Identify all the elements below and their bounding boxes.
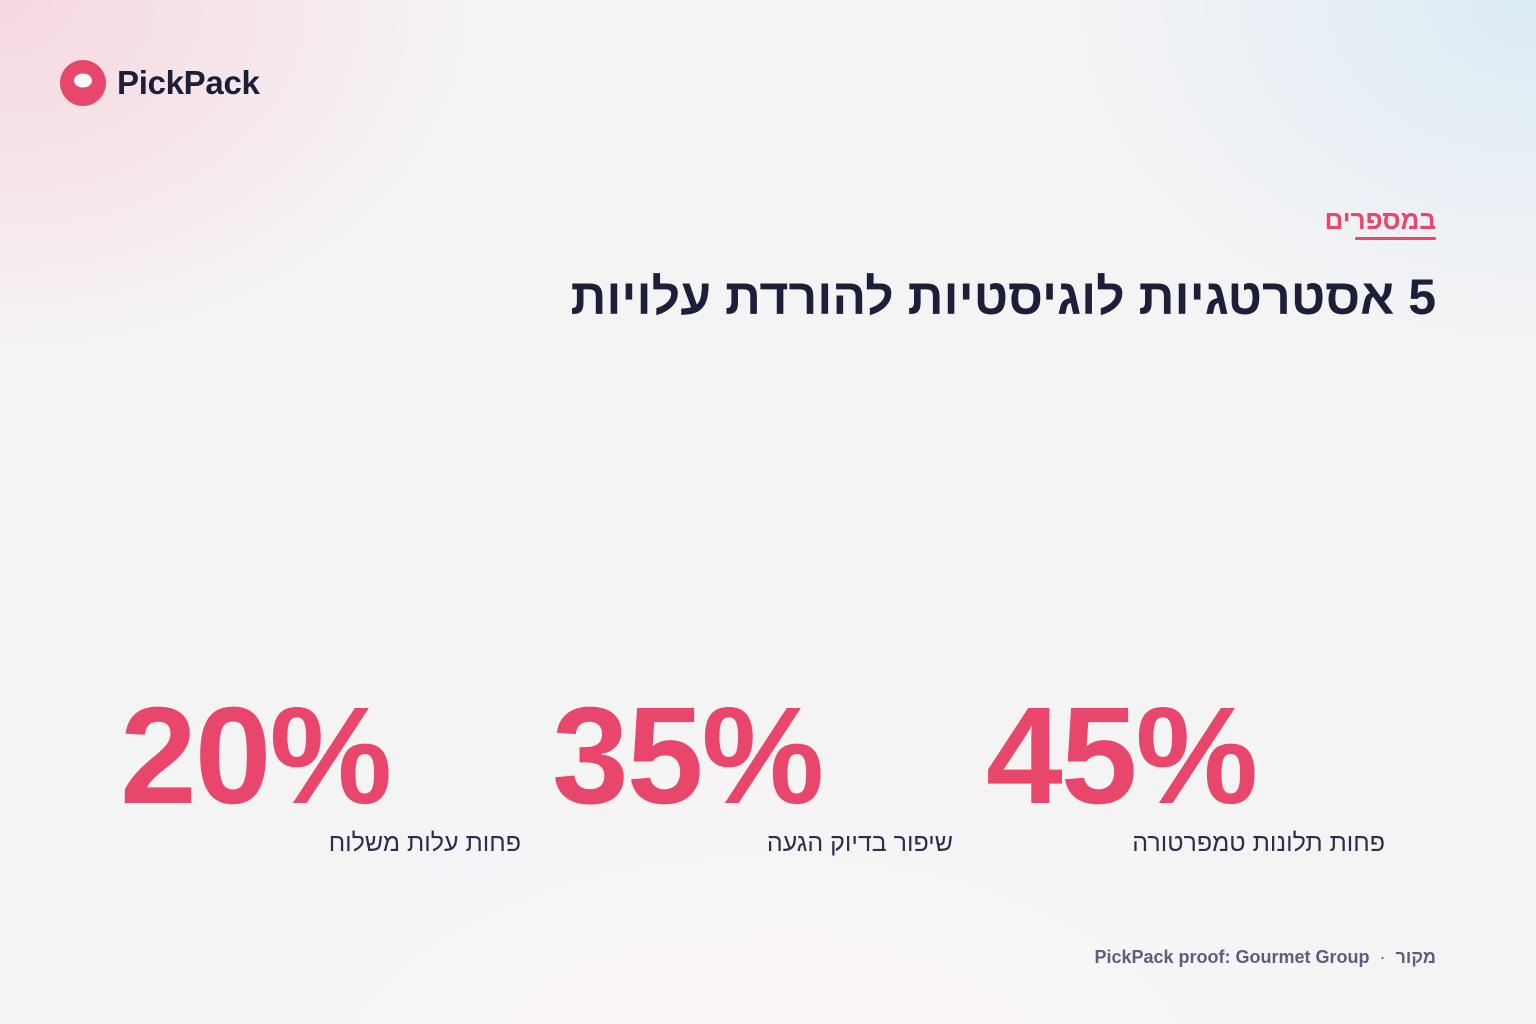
eyebrow-underline bbox=[1355, 237, 1436, 240]
section-eyebrow: במספרים bbox=[1324, 205, 1436, 235]
source-separator: · bbox=[1379, 947, 1386, 967]
brand[interactable]: PickPack bbox=[60, 60, 260, 106]
page-title: 5 אסטרטגיות לוגיסטיות להורדת עלויות bbox=[570, 269, 1436, 325]
pickpack-logo-icon bbox=[60, 60, 106, 106]
source-text: PickPack proof: Gourmet Group bbox=[1094, 947, 1370, 967]
stat-value: 45% bbox=[986, 679, 1258, 833]
stat-value: 35% bbox=[552, 679, 824, 833]
stat-label: שיפור בדיוק הגעה bbox=[766, 829, 953, 857]
brand-name: PickPack bbox=[117, 64, 260, 101]
stat-value: 20% bbox=[120, 679, 392, 833]
stat-label: פחות עלות משלוח bbox=[328, 829, 521, 857]
source-note: מקור · PickPack proof: Gourmet Group bbox=[1094, 944, 1436, 970]
source-label: מקור bbox=[1395, 947, 1436, 967]
stat-label: פחות תלונות טמפרטורה bbox=[1132, 829, 1385, 857]
